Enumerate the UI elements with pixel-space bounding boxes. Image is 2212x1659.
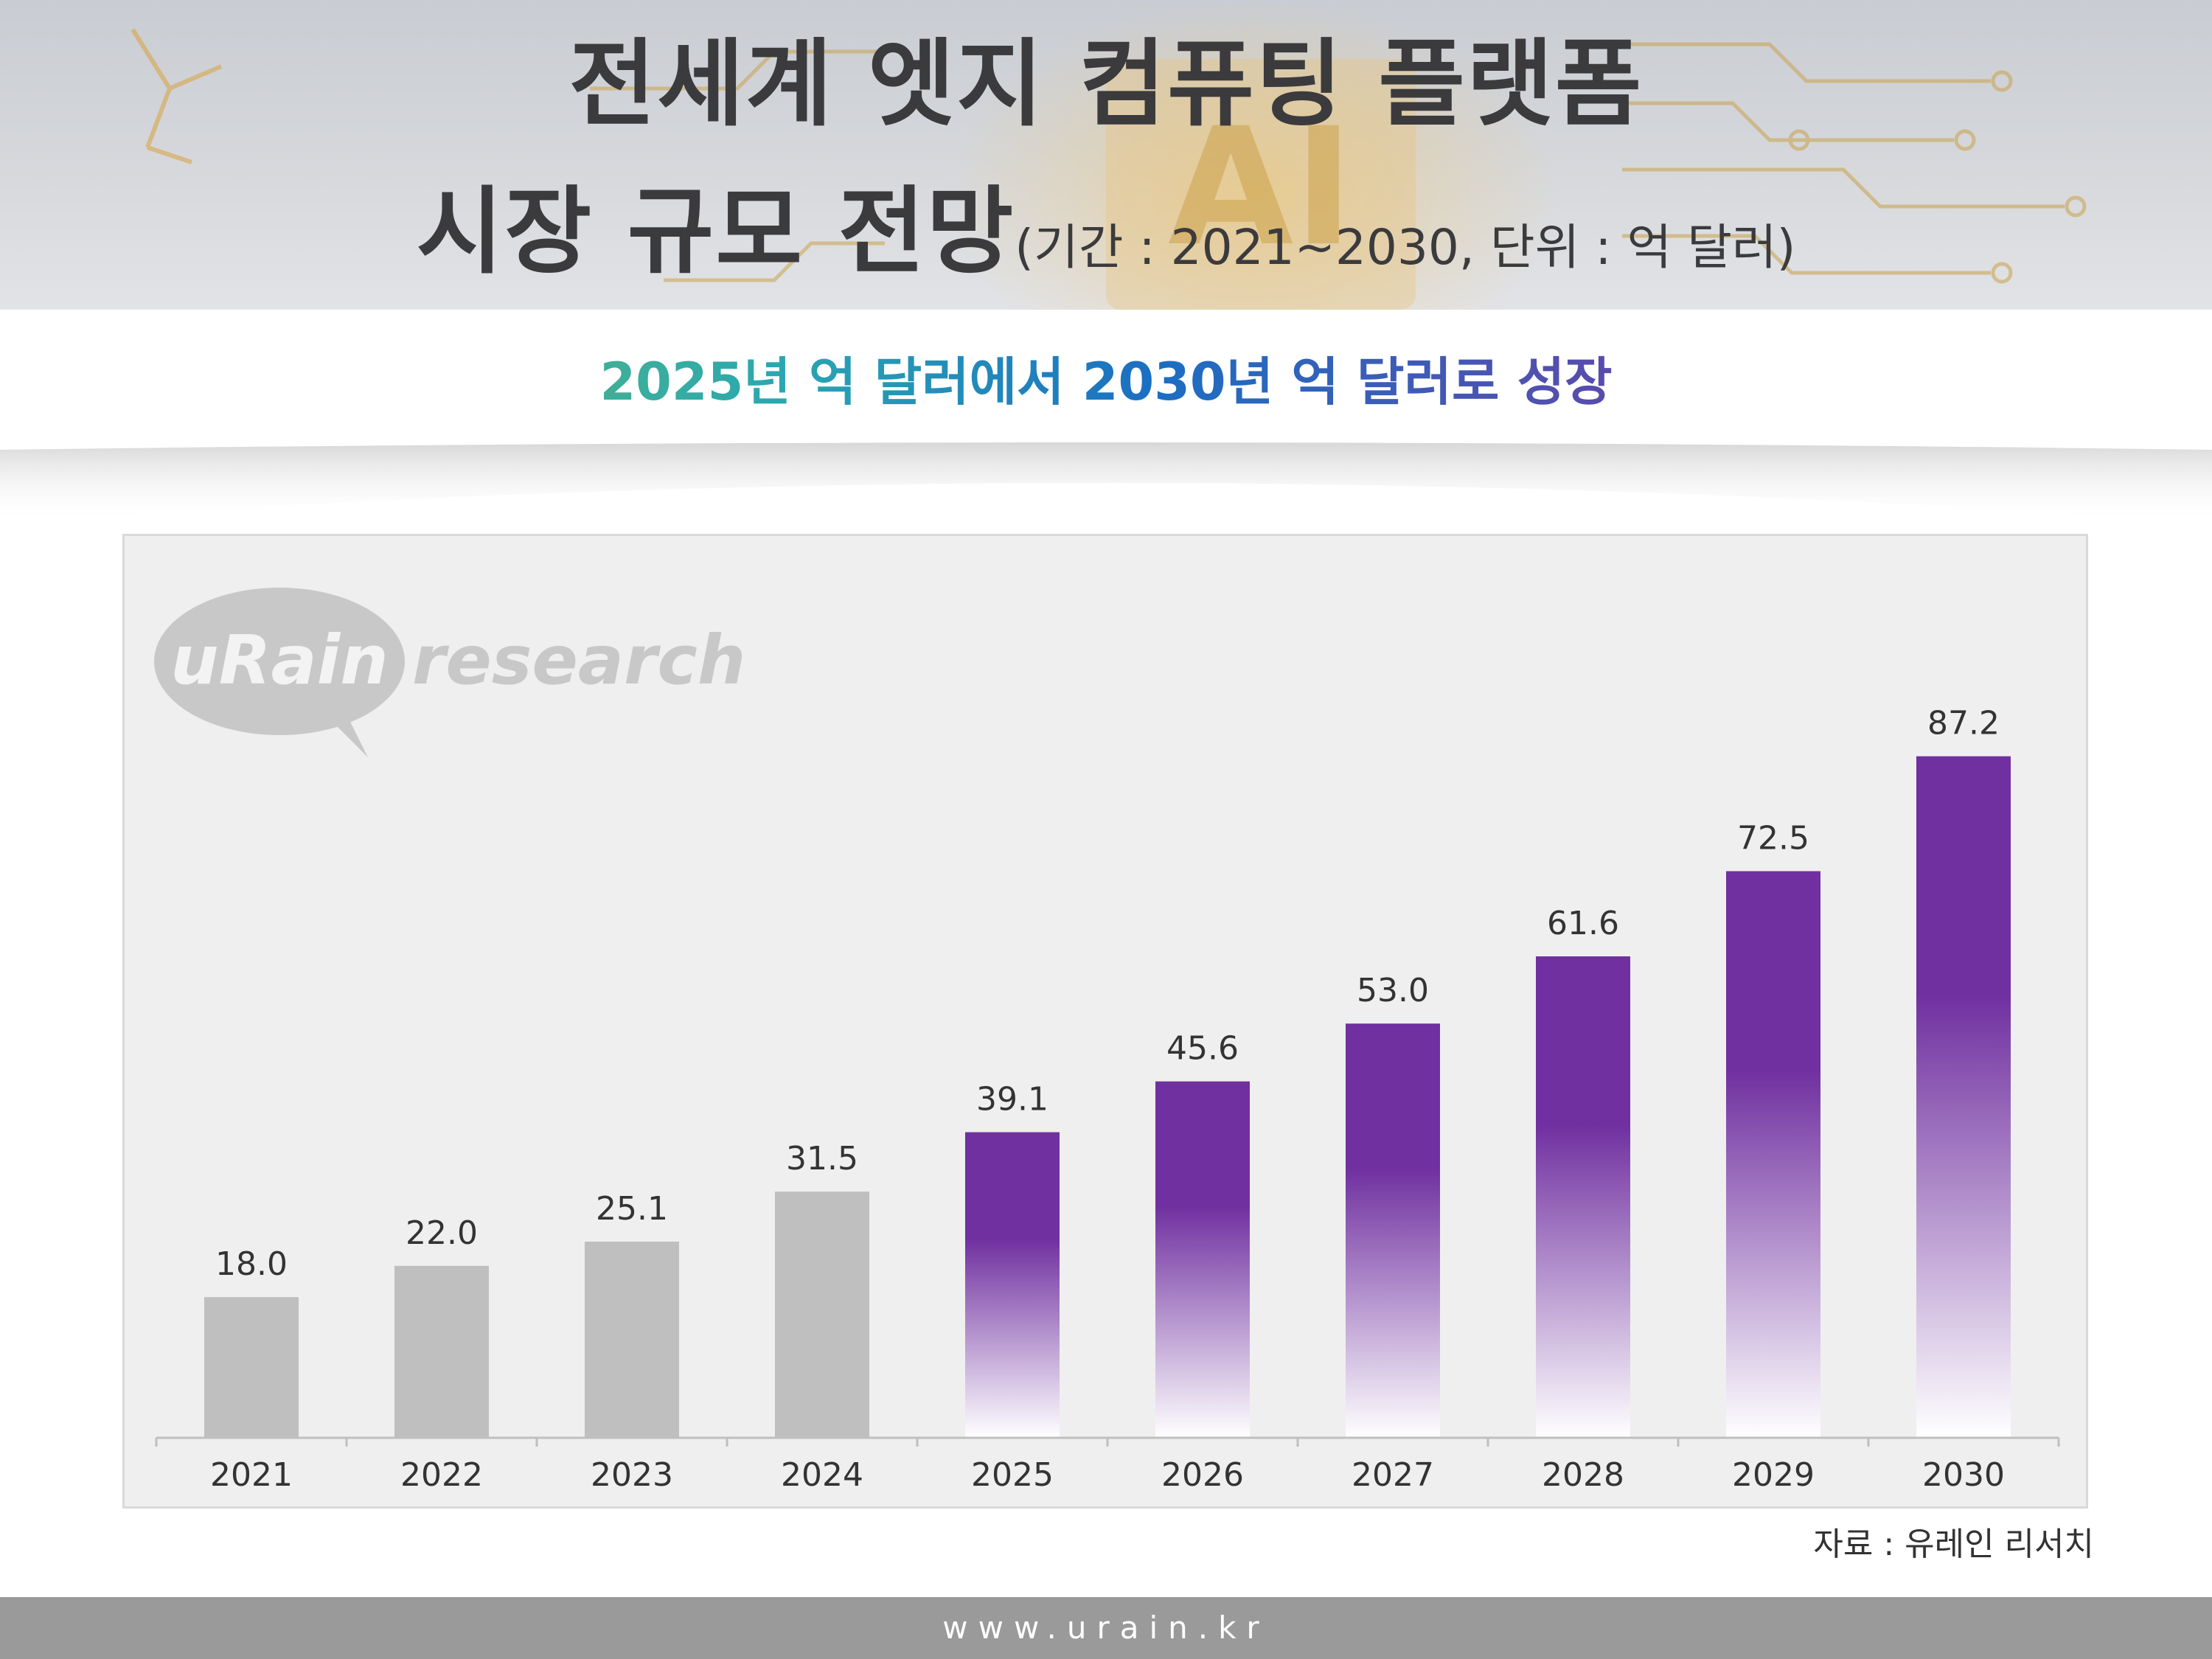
title-period-unit-note: (기간 : 2021~2030, 단위 : 억 달러) [1015,219,1796,276]
bar-2029 [1726,871,1820,1438]
data-label-2027: 53.0 [1357,972,1429,1009]
bars-layer [204,756,2011,1438]
bar-2023 [585,1241,679,1438]
data-label-2023: 25.1 [596,1190,668,1228]
bar-2028 [1536,956,1630,1438]
bar-2026 [1155,1081,1250,1438]
labels-layer: 18.0 22.0 25.1 31.5 39.1 45.6 53.0 61.6 72.5 87.2 [215,705,2000,1284]
x-tick-label-2026: 2026 [1161,1456,1244,1494]
subtitle-headline: 2025년 억 달러에서 2030년 억 달러로 성장 [0,345,2212,419]
x-tick-label-2029: 2029 [1732,1456,1815,1494]
data-label-2030: 87.2 [1927,705,2000,742]
data-label-2029: 72.5 [1737,820,1809,858]
data-label-2024: 31.5 [786,1140,858,1178]
bar-2025 [965,1132,1060,1438]
header-banner: AI 전세계 엣지 컴퓨팅 플랫폼 시장 규모 전망(기간 : 2021~203… [0,0,2212,310]
page-title-line-1: 전세계 엣지 컴퓨팅 플랫폼 [568,29,1644,139]
chart-panel: uRain research 18.0 22.0 25.1 31.5 39.1 45.6 5… [122,534,2088,1509]
bar-2021 [204,1297,299,1438]
x-tick-label-2025: 2025 [971,1456,1054,1494]
footer-bar: www.urain.kr [0,1597,2212,1659]
source-note: 자료 : 유레인 리서치 [1813,1526,2094,1563]
data-label-2022: 22.0 [406,1214,478,1252]
logo-text-research: research [412,621,745,700]
page-title-line-2: 시장 규모 전망(기간 : 2021~2030, 단위 : 억 달러) [0,177,2212,303]
footer-website-link[interactable]: www.urain.kr [942,1610,1270,1646]
bar-chart: uRain research 18.0 22.0 25.1 31.5 39.1 45.6 5… [154,588,2060,1494]
x-tick-label-2024: 2024 [781,1456,863,1494]
x-tick-label-2023: 2023 [591,1456,673,1494]
x-axis: 2021 2022 2023 2024 2025 2026 2027 2028 2029 2030 [155,1436,2060,1494]
bar-2030 [1916,756,2011,1438]
bar-2024 [775,1192,869,1438]
data-label-2028: 61.6 [1547,905,1619,942]
data-label-2026: 45.6 [1166,1030,1239,1068]
x-tick-label-2027: 2027 [1352,1456,1434,1494]
bar-2027 [1346,1023,1440,1438]
page-title-line-2-main: 시장 규모 전망 [416,177,1015,287]
urain-research-logo: uRain research [154,588,745,757]
circuit-background-decoration: AI [131,0,2087,310]
chip-ai-text: AI [1168,93,1354,282]
bar-2022 [394,1265,489,1438]
decorative-swoosh-divider [0,442,2212,524]
x-tick-label-2021: 2021 [210,1456,293,1494]
x-tick-label-2030: 2030 [1922,1456,2005,1494]
data-label-2021: 18.0 [215,1245,288,1283]
x-tick-label-2022: 2022 [400,1456,483,1494]
logo-text-urain: uRain [170,621,388,700]
data-label-2025: 39.1 [976,1081,1048,1119]
x-tick-label-2028: 2028 [1542,1456,1624,1494]
